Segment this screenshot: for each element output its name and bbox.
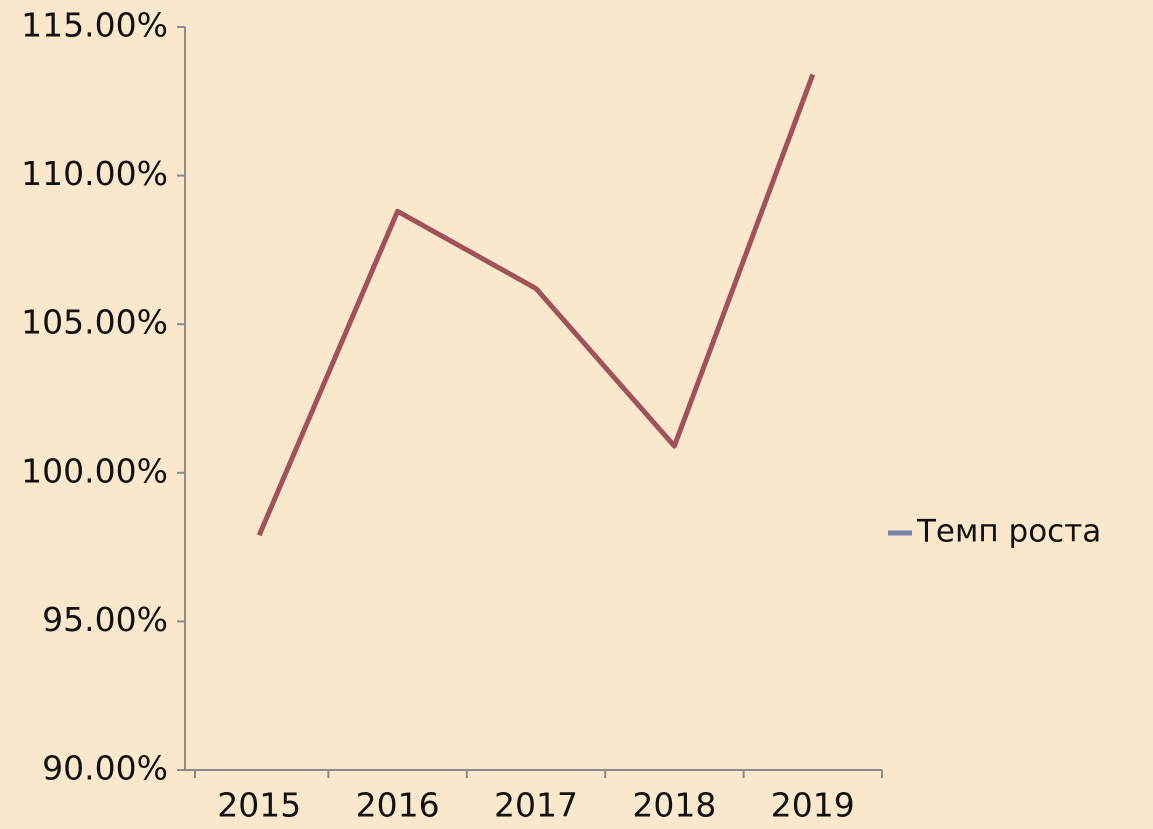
y-tick-label: 100.00% <box>21 451 168 490</box>
x-tick-label: 2018 <box>632 786 716 825</box>
y-tick-label: 90.00% <box>42 749 168 788</box>
x-tick-label: 2015 <box>217 786 301 825</box>
x-tick-label: 2019 <box>771 786 855 825</box>
x-tick-label: 2016 <box>356 786 440 825</box>
x-tick-label: 2017 <box>494 786 578 825</box>
data-line <box>256 73 816 537</box>
y-tick-label: 95.00% <box>42 600 168 639</box>
y-tick-label: 115.00% <box>21 6 168 45</box>
legend-label: Темп роста <box>916 514 1101 550</box>
y-tick-label: 110.00% <box>21 154 168 193</box>
y-tick-label: 105.00% <box>21 303 168 342</box>
